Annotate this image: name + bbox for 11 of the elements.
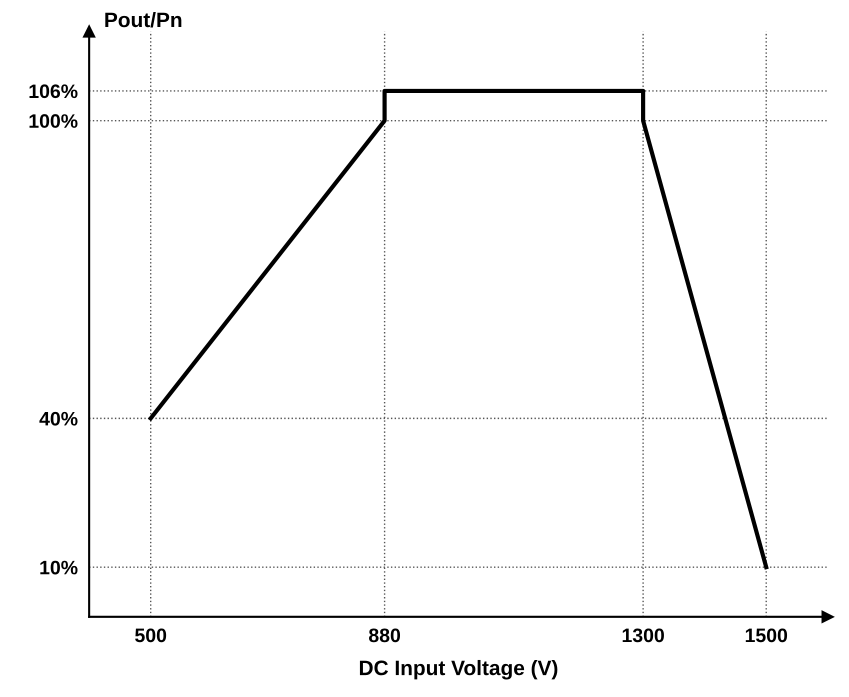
x-tick-label: 880 <box>368 628 400 642</box>
x-tick-label: 1300 <box>622 628 664 642</box>
line-series <box>148 88 768 570</box>
y-tick-label: 106% <box>30 84 78 98</box>
y-tick-label: 40% <box>39 412 78 426</box>
x-tick-label: 1500 <box>746 628 788 642</box>
y-axis-title: Pout/Pn <box>105 12 182 28</box>
x-tick-label: 500 <box>135 628 166 642</box>
x-axis-title: DC Input Voltage (V) <box>360 660 558 680</box>
y-tick-label: 100% <box>30 114 78 128</box>
y-tick-label: 10% <box>40 560 78 574</box>
